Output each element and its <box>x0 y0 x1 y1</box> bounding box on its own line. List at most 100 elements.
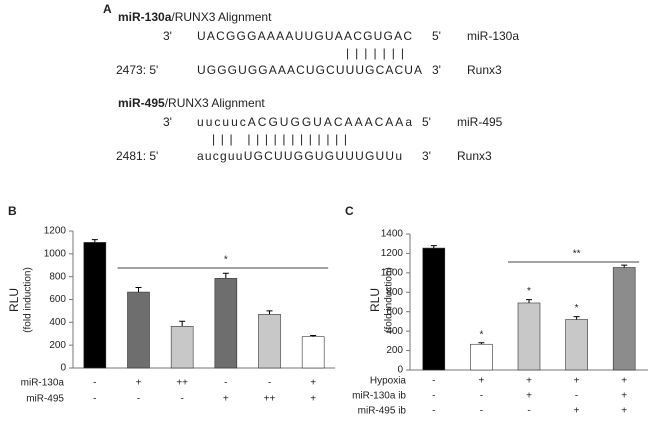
name: Runx3 <box>457 149 492 163</box>
y-tick-label: 600 <box>49 294 66 305</box>
condition-value: + <box>574 376 580 387</box>
y-tick-label: 800 <box>386 287 403 298</box>
condition-value: + <box>310 394 316 405</box>
bar <box>258 314 281 369</box>
y-tick-label: 1200 <box>44 226 67 237</box>
error-bar <box>430 245 437 249</box>
significance: * <box>575 303 579 314</box>
y-tick-label: 200 <box>49 340 66 351</box>
alignment-title: miR-495/RUNX3 Alignment <box>118 96 265 110</box>
error-bar <box>526 299 532 303</box>
error-bar <box>222 272 229 279</box>
name: miR-495 <box>457 115 503 129</box>
y-tick-label: 800 <box>49 271 66 282</box>
end: 3' <box>163 29 172 43</box>
panel-label: B <box>8 204 17 218</box>
condition-value: - <box>93 394 96 405</box>
error-bar <box>621 264 628 268</box>
condition-value: - <box>93 378 96 389</box>
y-axis-label: RLU <box>7 288 21 312</box>
condition-value: ++ <box>264 394 276 405</box>
end: 3' <box>432 63 441 77</box>
name: miR-130a <box>467 29 519 43</box>
y-axis-label: RLU <box>368 288 382 312</box>
bar <box>170 326 194 369</box>
significance: * <box>527 286 531 297</box>
condition-value: - <box>432 391 435 402</box>
condition-value: - <box>432 406 435 417</box>
y-tick-label: 400 <box>386 326 403 337</box>
title-rest: /RUNX3 Alignment <box>165 96 266 110</box>
bar <box>565 319 588 371</box>
title-rest: /RUNX3 Alignment <box>171 10 272 24</box>
error-bar <box>573 316 580 320</box>
condition-name: miR-495 <box>26 394 64 405</box>
y-tick-label: 1000 <box>381 267 404 278</box>
condition-value: ++ <box>176 378 188 389</box>
significance: * <box>479 329 483 340</box>
condition-value: - <box>432 376 435 387</box>
panel-label: A <box>103 2 112 16</box>
condition-name: Hypoxia <box>370 376 407 387</box>
error-bar <box>478 342 485 345</box>
error-bar <box>91 239 98 243</box>
condition-value: - <box>224 378 227 389</box>
condition-value: + <box>574 406 580 417</box>
title-bold: miR-130a <box>118 10 172 24</box>
alignment-block: miR-495/RUNX3 Alignment 3' uucuucACGUGGU… <box>116 96 503 163</box>
end: 3' <box>163 115 172 129</box>
bracket-label: ** <box>573 249 581 260</box>
sequence: aucguuUGCUUGGUGUUUGUUu <box>197 149 402 163</box>
bar <box>517 302 541 371</box>
condition-value: - <box>137 394 140 405</box>
error-bar <box>266 310 273 315</box>
bar <box>301 336 325 369</box>
bar <box>127 291 150 369</box>
start: 2473: 5' <box>116 63 158 77</box>
name: Runx3 <box>467 63 502 77</box>
condition-name: miR-130a ib <box>352 391 406 402</box>
error-bar <box>310 334 317 337</box>
bar <box>470 343 493 371</box>
bar <box>422 247 446 371</box>
condition-value: - <box>527 406 530 417</box>
bar <box>214 278 238 369</box>
panel-label: C <box>345 204 354 218</box>
y-tick-label: 1000 <box>44 248 67 259</box>
sequence: UGGGUGGAAACUGCUUUGCACUA <box>197 63 422 77</box>
y-tick-label: 1400 <box>381 229 404 240</box>
bar <box>83 242 107 369</box>
end: 5' <box>432 29 441 43</box>
y-tick-label: 400 <box>49 317 66 328</box>
condition-value: - <box>268 378 271 389</box>
y-axis-label: (fold induction) <box>23 267 34 333</box>
condition-value: + <box>478 376 484 387</box>
y-axis-label: (fold induction) <box>384 267 395 333</box>
condition-value: - <box>480 406 483 417</box>
condition-name: miR-130a <box>21 378 65 389</box>
condition-value: + <box>526 391 532 402</box>
condition-value: + <box>223 394 229 405</box>
error-bar <box>179 320 186 327</box>
bracket-label: * <box>224 255 228 266</box>
sequence: UACGGGAAAAUUGUAACGUGAC <box>197 29 412 43</box>
y-tick-label: 1200 <box>381 248 404 259</box>
condition-value: + <box>310 378 316 389</box>
condition-value: + <box>621 391 627 402</box>
y-tick-label: 200 <box>386 345 403 356</box>
condition-value: - <box>180 394 183 405</box>
sequence: uucuucACGUGGUACAAACAAa <box>197 115 412 129</box>
alignment-title: miR-130a/RUNX3 Alignment <box>118 10 272 24</box>
condition-value: + <box>526 376 532 387</box>
y-tick-label: 600 <box>386 306 403 317</box>
condition-name: miR-495 ib <box>358 406 407 417</box>
condition-value: + <box>136 378 142 389</box>
pairs: ||| |||||||||||| <box>212 132 347 146</box>
pairs: ||||||| <box>346 46 404 60</box>
bar <box>612 267 636 371</box>
start: 2481: 5' <box>116 149 158 163</box>
alignment-block: miR-130a/RUNX3 Alignment 3' UACGGGAAAAUU… <box>116 10 519 77</box>
y-tick-label: 0 <box>60 363 66 374</box>
